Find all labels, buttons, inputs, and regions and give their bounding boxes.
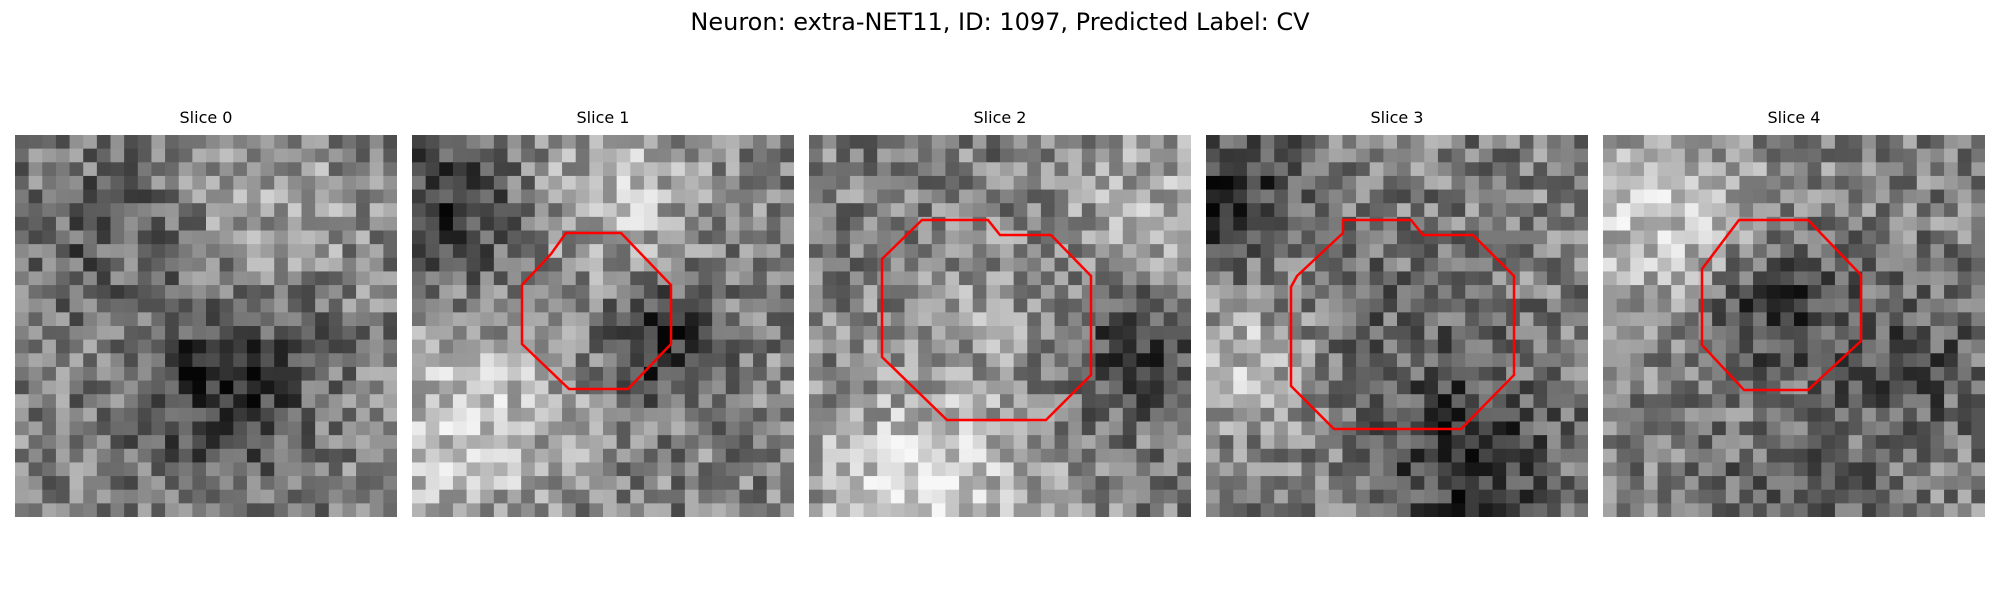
- slice-title: Slice 4: [1767, 108, 1821, 127]
- cell-outline: [1289, 218, 1516, 431]
- microscopy-slice-image: [1603, 135, 1985, 517]
- cell-outline: [1700, 218, 1863, 392]
- pixel-grid: [1603, 135, 1985, 517]
- cell-outline: [520, 231, 673, 391]
- slice-panel-4: Slice 4: [1603, 108, 1985, 517]
- microscopy-slice-image: [15, 135, 397, 517]
- pixel-grid: [15, 135, 397, 517]
- microscopy-slice-image: [809, 135, 1191, 517]
- slice-panel-1: Slice 1: [412, 108, 794, 517]
- slice-panel-3: Slice 3: [1206, 108, 1588, 517]
- pixel-grid: [809, 135, 1191, 517]
- pixel-grid: [1206, 135, 1588, 517]
- microscopy-slice-image: [1206, 135, 1588, 517]
- figure-title: Neuron: extra-NET11, ID: 1097, Predicted…: [690, 8, 1310, 36]
- pixel-grid: [412, 135, 794, 517]
- slice-panel-2: Slice 2: [809, 108, 1191, 517]
- cell-outline: [880, 218, 1093, 422]
- slice-panel-0: Slice 0: [15, 108, 397, 517]
- slice-title: Slice 0: [179, 108, 233, 127]
- microscopy-slice-image: [412, 135, 794, 517]
- slice-title: Slice 2: [973, 108, 1027, 127]
- slice-title: Slice 3: [1370, 108, 1424, 127]
- slice-title: Slice 1: [576, 108, 630, 127]
